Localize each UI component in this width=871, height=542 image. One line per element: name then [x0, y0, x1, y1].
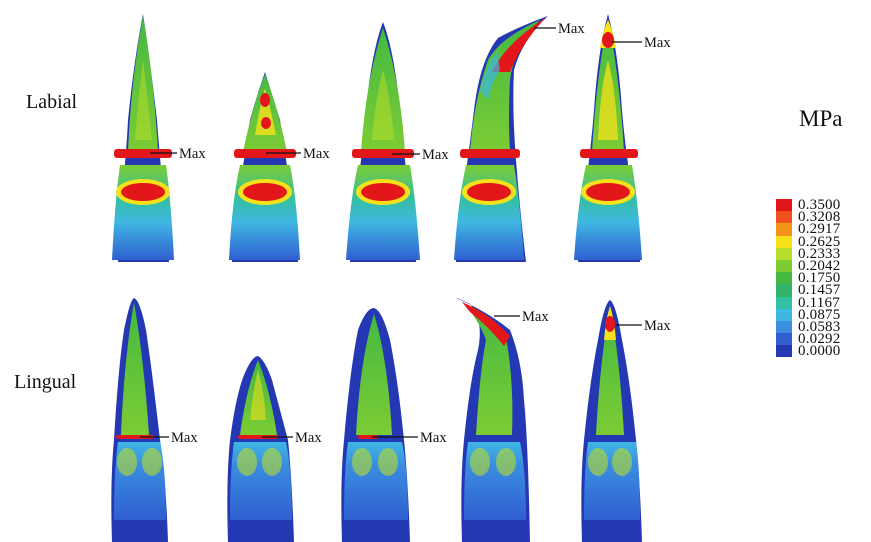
- legend-entry: 0.0292: [776, 331, 841, 348]
- legend-value: 0.2042: [798, 257, 841, 274]
- legend-entry: 0.3208: [776, 209, 841, 226]
- max-label: Max: [422, 147, 449, 163]
- legend-entry: 0.2333: [776, 245, 841, 262]
- legend-entry: 0.1457: [776, 282, 841, 299]
- legend-swatch: [776, 333, 792, 346]
- lingual-tooth-1: [111, 298, 168, 542]
- legend-value: 0.0292: [798, 331, 841, 348]
- legend-title: MPa: [799, 106, 843, 131]
- max-callout-lingual-4: Max: [494, 309, 549, 325]
- max-label: Max: [644, 318, 671, 334]
- max-label: Max: [644, 35, 671, 51]
- legend-value: 0.1167: [798, 294, 840, 311]
- max-callout-labial-1: Max: [150, 146, 206, 162]
- lingual-tooth-2: [227, 356, 294, 542]
- legend-value: 0.2333: [798, 245, 841, 262]
- lingual-tooth-4: [456, 298, 530, 542]
- legend-entry: 0.1750: [776, 270, 841, 287]
- max-label: Max: [179, 146, 206, 162]
- legend-entry: 0.1167: [776, 294, 840, 311]
- legend-swatch: [776, 272, 792, 285]
- max-callout-lingual-5: Max: [616, 318, 671, 334]
- legend-value: 0.0000: [798, 343, 841, 360]
- max-label: Max: [303, 146, 330, 162]
- legend-swatch: [776, 235, 792, 248]
- legend-swatch: [776, 247, 792, 260]
- legend-value: 0.0583: [798, 318, 841, 335]
- labial-tooth-5: [574, 14, 642, 262]
- legend-entry: 0.2625: [776, 233, 841, 250]
- lingual-tooth-3: [341, 308, 410, 542]
- legend-swatch: [776, 320, 792, 334]
- legend-entry: 0.3500: [776, 197, 841, 213]
- legend-swatch: [776, 199, 792, 212]
- legend-swatch: [776, 223, 792, 236]
- max-label: Max: [558, 21, 585, 37]
- legend-entry: 0.2917: [776, 221, 841, 238]
- legend-entry: 0.0000: [776, 343, 841, 360]
- legend-value: 0.1750: [798, 270, 841, 287]
- legend-swatch: [776, 259, 792, 273]
- legend-entry: 0.2042: [776, 257, 841, 274]
- max-label: Max: [420, 430, 447, 446]
- color-legend: 0.3500 0.3208 0.2917 0.2625 0.2333 0.2042 0.17…: [776, 197, 841, 360]
- labial-tooth-2: [229, 72, 300, 262]
- legend-entry: 0.0583: [776, 318, 841, 335]
- legend-value: 0.3208: [798, 209, 841, 226]
- legend-swatch: [776, 308, 792, 321]
- labial-tooth-3: [346, 22, 420, 262]
- max-label: Max: [522, 309, 549, 325]
- legend-value: 0.3500: [798, 197, 841, 213]
- max-callout-lingual-1: Max: [140, 430, 198, 446]
- legend-swatch: [776, 296, 792, 309]
- max-callout-labial-4: Max: [534, 21, 585, 37]
- max-callout-labial-5: Max: [612, 35, 671, 51]
- max-callout-lingual-3: Max: [372, 430, 447, 446]
- row-label-lingual: Lingual: [14, 371, 77, 393]
- legend-value: 0.0875: [798, 306, 841, 323]
- max-label: Max: [295, 430, 322, 446]
- max-callout-labial-2: Max: [266, 146, 330, 162]
- legend-value: 0.2625: [798, 233, 841, 250]
- max-label: Max: [171, 430, 198, 446]
- max-callout-labial-3: Max: [392, 147, 449, 163]
- legend-swatch: [776, 345, 792, 358]
- legend-swatch: [776, 211, 792, 224]
- legend-swatch: [776, 284, 792, 297]
- legend-value: 0.2917: [798, 221, 841, 238]
- legend-entry: 0.0875: [776, 306, 841, 323]
- labial-tooth-4: [454, 16, 548, 262]
- row-label-labial: Labial: [26, 91, 78, 113]
- max-callout-lingual-2: Max: [262, 430, 322, 446]
- labial-tooth-1: [112, 14, 174, 262]
- legend-value: 0.1457: [798, 282, 841, 299]
- lingual-tooth-5: [581, 300, 642, 542]
